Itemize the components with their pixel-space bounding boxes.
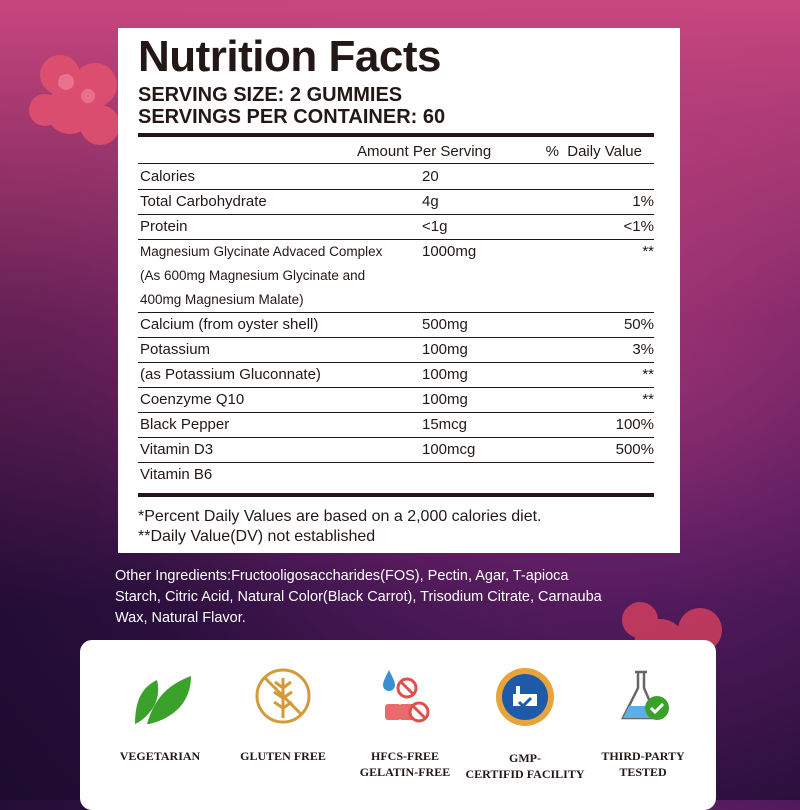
- nutrient-row: Potassium 100mg 3%: [138, 338, 654, 363]
- nutrient-name: (As 600mg Magnesium Glycinate and: [140, 268, 366, 283]
- badge-label: GLUTEN FREE: [221, 748, 345, 764]
- nutrient-amount: 15mcg: [422, 416, 468, 433]
- nutrient-name: Black Pepper: [140, 416, 230, 433]
- nutrient-dv: 1%: [632, 193, 654, 210]
- badge-label: HFCS-FREE GELATIN-FREE: [343, 748, 467, 780]
- badge: GMP- CERTIFID FACILITY: [463, 666, 587, 782]
- nutrient-name: Vitamin B6: [140, 466, 213, 483]
- nutrient-dv: 3%: [632, 341, 654, 358]
- badge-label-line: GLUTEN FREE: [240, 749, 326, 763]
- panel-title: Nutrition Facts: [138, 32, 441, 81]
- nutrient-name: Total Carbohydrate: [140, 193, 267, 210]
- badge: VEGETARIAN: [98, 666, 222, 764]
- nutrient-amount: 100mg: [422, 391, 468, 408]
- nutrient-name: Protein: [140, 218, 188, 235]
- footnote: *Percent Daily Values are based on a 2,0…: [138, 508, 542, 525]
- nutrient-dv: 500%: [615, 441, 654, 458]
- footnote: **Daily Value(DV) not established: [138, 528, 376, 545]
- badge-label-line: TESTED: [619, 765, 667, 779]
- nutrient-dv: 50%: [623, 316, 654, 333]
- nutrient-dv: <1%: [623, 218, 654, 235]
- nutrient-amount: 1000mg: [422, 243, 477, 260]
- badge-label-line: CERTIFID FACILITY: [465, 767, 585, 781]
- leaf-icon: [135, 676, 191, 724]
- badge-label-line: GELATIN-FREE: [359, 765, 451, 779]
- nutrient-dv: **: [642, 366, 654, 383]
- nutrient-row: (as Potassium Gluconnate) 100mg **: [138, 363, 654, 388]
- badge-label: THIRD-PARTY TESTED: [581, 748, 705, 780]
- thick-rule: [138, 493, 654, 497]
- gmp-icon: [496, 668, 554, 726]
- lab-icon: [620, 670, 669, 720]
- serving-size: SERVING SIZE: 2 GUMMIES: [138, 84, 403, 106]
- other-ingredients: Other Ingredients:Fructooligosaccharides…: [115, 568, 602, 626]
- nutrient-amount: 100mcg: [422, 441, 476, 458]
- nutrient-name: Potassium: [140, 341, 211, 358]
- badge: GLUTEN FREE: [221, 666, 345, 764]
- badge-card: VEGETARIAN GLUTEN FREE HFCS-FREE GELATIN-…: [80, 640, 716, 810]
- nutrient-amount: 100mg: [422, 341, 468, 358]
- badge-label: GMP- CERTIFID FACILITY: [463, 750, 587, 782]
- rule: [138, 163, 654, 164]
- nutrient-amount: 100mg: [422, 366, 468, 383]
- badge: THIRD-PARTY TESTED: [581, 666, 705, 780]
- badge-label-line: GMP-: [509, 751, 541, 765]
- servings-per-container: SERVINGS PER CONTAINER: 60: [138, 106, 446, 128]
- nutrient-row: Vitamin D3 100mcg 500%: [138, 438, 654, 463]
- nutrient-row: Coenzyme Q10 100mg **: [138, 388, 654, 413]
- nutrient-name: Magnesium Glycinate Advaced Complex: [140, 244, 383, 259]
- hfcs-icon: [383, 670, 430, 723]
- nutrient-name: Vitamin D3: [140, 441, 214, 458]
- nutrient-dv: 100%: [615, 416, 654, 433]
- nutrient-name: 400mg Magnesium Malate): [140, 292, 304, 307]
- nutrient-row: Calcium (from oyster shell) 500mg 50%: [138, 313, 654, 338]
- nutrient-row: Vitamin B6: [138, 463, 654, 487]
- column-header: Amount Per Serving: [357, 143, 492, 160]
- nutrient-name: Coenzyme Q10: [140, 391, 245, 408]
- badge-label: VEGETARIAN: [98, 748, 222, 764]
- nutrient-dv: **: [642, 391, 654, 408]
- rows: Calories 20 Total Carbohydrate 4g 1% Protein <…: [138, 165, 654, 487]
- thick-rule: [138, 133, 654, 137]
- badge-label-line: THIRD-PARTY: [601, 749, 685, 763]
- nutrient-row: Total Carbohydrate 4g 1%: [138, 190, 654, 215]
- nutrition-panel: Nutrition Facts SERVING SIZE: 2 GUMMIES …: [118, 28, 680, 553]
- nutrient-amount: 4g: [422, 193, 439, 210]
- badge: HFCS-FREE GELATIN-FREE: [343, 666, 467, 780]
- nutrient-dv: **: [642, 243, 654, 260]
- nutrient-name: Calcium (from oyster shell): [140, 316, 319, 333]
- nutrient-amount: 500mg: [422, 316, 468, 333]
- nutrient-row: Calories 20: [138, 165, 654, 190]
- gluten-icon: [255, 668, 311, 724]
- column-header: % Daily Value: [545, 143, 642, 160]
- nutrient-name: Calories: [140, 168, 196, 185]
- nutrient-row: Protein <1g <1%: [138, 215, 654, 240]
- badge-label-line: VEGETARIAN: [119, 749, 201, 763]
- nutrient-name: (as Potassium Gluconnate): [140, 366, 321, 383]
- nutrient-amount: 20: [422, 168, 439, 185]
- nutrient-amount: <1g: [422, 218, 448, 235]
- nutrient-row: Magnesium Glycinate Advaced Complex (As 6…: [138, 240, 654, 313]
- badge-label-line: HFCS-FREE: [370, 749, 439, 763]
- nutrient-row: Black Pepper 15mcg 100%: [138, 413, 654, 438]
